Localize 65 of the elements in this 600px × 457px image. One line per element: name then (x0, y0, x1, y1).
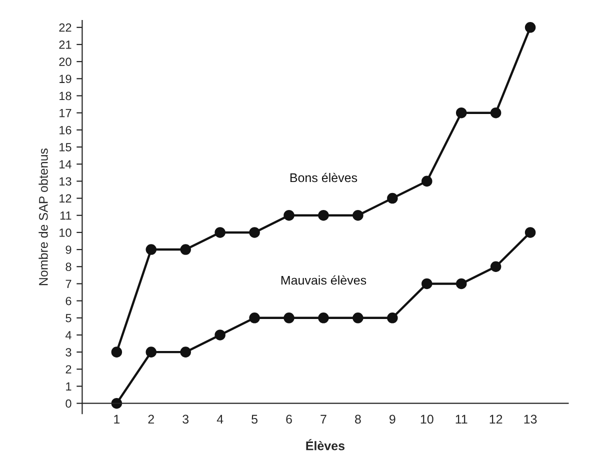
y-tick-label: 22 (59, 23, 72, 32)
y-tick-label: 0 (66, 399, 72, 408)
y-tick-label: 5 (66, 314, 72, 322)
point (318, 210, 329, 221)
y-tick-label: 3 (66, 348, 72, 356)
point (214, 330, 226, 340)
y-tick-label: 4 (65, 331, 72, 340)
y-tick-label: 19 (60, 74, 72, 84)
x-axis-title: Élèves (306, 439, 344, 450)
point (284, 312, 294, 324)
x-tick-label: 12 (490, 414, 502, 424)
text: Mauvais élèves (281, 275, 366, 285)
point (352, 210, 364, 221)
y-tick-label: 11 (60, 212, 72, 220)
text: Bons élèves (290, 172, 358, 182)
y-axis-title: Nombre de SAP obtenus (38, 148, 48, 286)
point (214, 227, 226, 238)
y-tick-label: 13 (60, 177, 72, 186)
x-tick-label: 13 (524, 414, 537, 424)
point (387, 192, 398, 204)
point (490, 107, 502, 118)
y-tick-label: 17 (60, 108, 72, 118)
point (524, 227, 536, 238)
point (456, 107, 467, 118)
x-tick-label: 2 (148, 414, 154, 424)
y-tick-label: 7 (66, 280, 72, 288)
point (284, 210, 294, 221)
x-tick-label: 6 (286, 414, 292, 424)
y-tick-label: 16 (60, 126, 72, 134)
point (249, 312, 260, 324)
y-tick-label: 2 (66, 365, 72, 374)
point (180, 346, 191, 358)
x-tick-label: 7 (320, 414, 326, 424)
y-tick-label: 18 (60, 92, 72, 100)
x-tick-label: 11 (456, 414, 468, 424)
point (524, 22, 536, 33)
point (352, 312, 364, 324)
point (146, 346, 157, 358)
point (387, 312, 398, 324)
y-tick-label: 20 (59, 58, 72, 66)
y-tick-label: 12 (60, 194, 72, 203)
point (422, 176, 432, 187)
y-tick-label: 21 (59, 40, 72, 49)
y-tick-label: 10 (60, 228, 72, 237)
x-tick-label: 10 (420, 414, 434, 424)
x-tick-label: 1 (114, 414, 120, 424)
x-tick-label: 9 (390, 414, 396, 424)
y-tick-label: 15 (60, 143, 72, 152)
point (490, 261, 502, 272)
point (111, 346, 122, 358)
x-tick-label: 3 (182, 414, 189, 424)
y-tick-label: 14 (60, 160, 72, 168)
point (146, 244, 157, 255)
y-tick-label: 8 (66, 262, 72, 272)
point (249, 227, 260, 238)
point (456, 278, 467, 290)
y-tick-label: 6 (66, 296, 72, 306)
x-tick-label: 8 (355, 414, 361, 424)
y-tick-label: 1 (66, 382, 72, 391)
point (422, 278, 432, 290)
x-tick-label: 4 (216, 414, 224, 424)
y-tick-label: 9 (66, 246, 72, 254)
x-tick-label: 5 (252, 414, 258, 424)
point (318, 312, 329, 324)
point (180, 244, 191, 255)
